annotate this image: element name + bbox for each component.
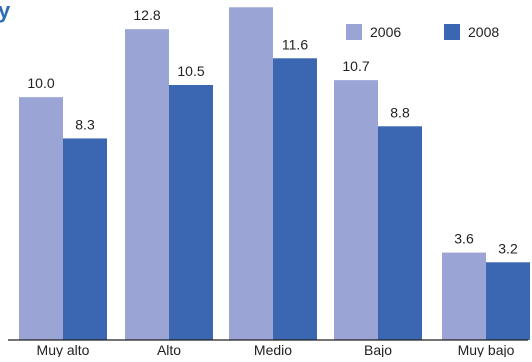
x-tick-label-medio: Medio [254, 342, 292, 357]
x-tick-label-alto: Alto [157, 342, 181, 357]
value-label-bajo-2006: 10.7 [342, 58, 369, 74]
legend: 2006 2008 [346, 24, 499, 40]
value-label-bajo-2008: 8.8 [390, 104, 410, 120]
x-tick-label-bajo: Bajo [364, 342, 392, 357]
bar-muy-alto-2008 [63, 138, 107, 340]
bar-medio-2008 [273, 58, 317, 341]
value-label-alto-2008: 10.5 [177, 63, 204, 79]
bar-alto-2006 [125, 29, 169, 341]
bar-bajo-2006 [334, 80, 378, 341]
value-label-muy-bajo-2008: 3.2 [498, 240, 518, 256]
legend-label-2008: 2008 [468, 24, 499, 40]
legend-label-2006: 2006 [370, 24, 401, 40]
bar-muy-alto-2006 [19, 97, 63, 341]
legend-swatch-2008 [444, 24, 460, 40]
value-label-alto-2006: 12.8 [133, 7, 160, 23]
title-fragment: y [0, 0, 11, 23]
x-tick-label-muy-alto: Muy alto [37, 342, 90, 357]
legend-swatch-2006 [346, 24, 362, 40]
bar-alto-2008 [169, 85, 213, 340]
bars-layer [19, 7, 530, 341]
bar-muy-bajo-2008 [486, 262, 530, 340]
value-label-muy-alto-2006: 10.0 [27, 75, 54, 91]
bar-muy-bajo-2006 [442, 252, 486, 340]
value-label-medio-2006: 13.7 [237, 0, 264, 1]
value-label-medio-2008: 11.6 [282, 36, 308, 52]
value-labels-layer: 10.0 8.3 12.8 10.5 13.7 11.6 10.7 8.8 3.6 3.2 [27, 0, 518, 256]
axis-layer: Muy alto Alto Medio Bajo Muy bajo [8, 339, 528, 358]
bar-medio-2006 [229, 7, 273, 341]
x-tick-label-muy-bajo: Muy bajo [458, 342, 515, 357]
bar-bajo-2008 [378, 126, 422, 341]
value-label-muy-alto-2008: 8.3 [75, 116, 95, 132]
value-label-muy-bajo-2006: 3.6 [454, 231, 474, 247]
